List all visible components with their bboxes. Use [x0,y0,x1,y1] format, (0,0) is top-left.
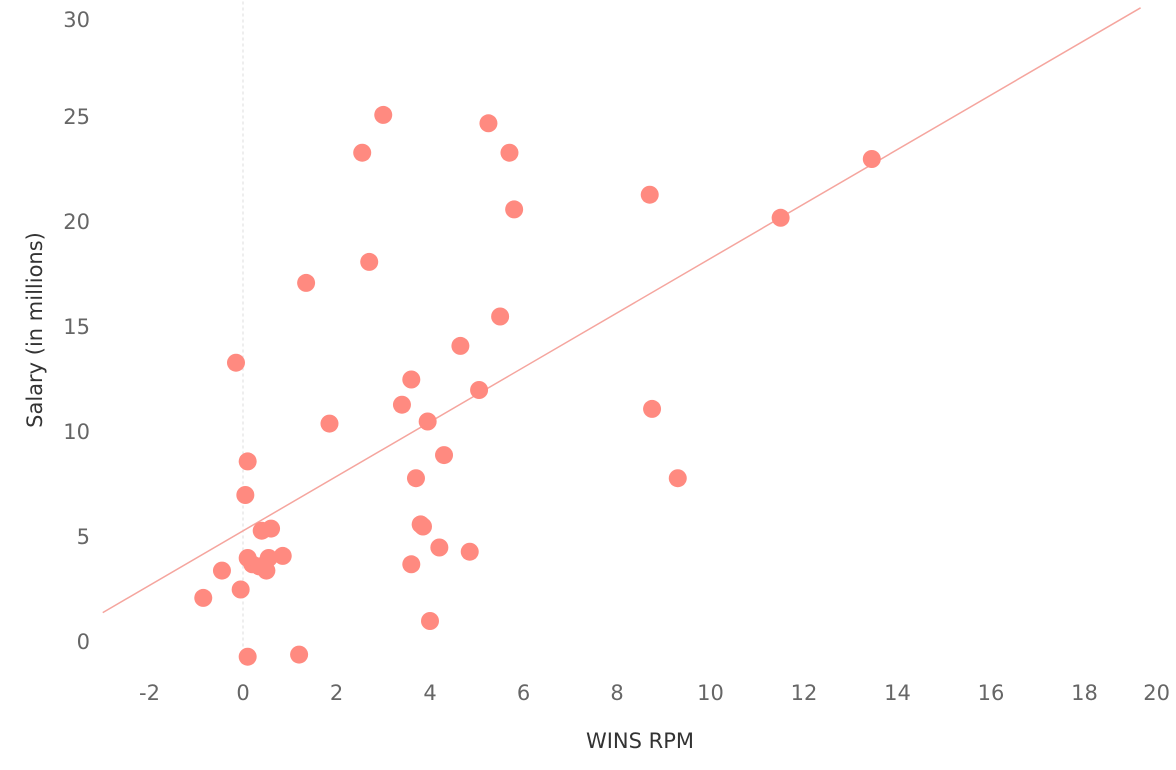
data-point [320,414,339,433]
data-point [257,561,276,580]
data-point [402,370,421,389]
data-point [430,538,449,557]
x-axis-title: WINS RPM [586,729,694,753]
x-tick-label: -2 [139,681,160,705]
y-tick-label: 10 [63,420,90,444]
x-tick-label: 12 [791,681,818,705]
data-point [640,185,659,204]
data-point [212,561,231,580]
data-point [360,252,379,271]
data-point [451,336,470,355]
data-point [435,446,454,465]
data-point [418,412,437,431]
y-tick-label: 30 [63,8,90,32]
data-point [402,555,421,574]
y-tick-label: 15 [63,315,90,339]
data-point [252,521,271,540]
x-tick-label: 4 [423,681,436,705]
data-point [421,612,439,630]
x-tick-label: 2 [330,681,343,705]
data-point [413,517,432,536]
data-point [406,469,425,488]
x-tick-label: 18 [1071,681,1098,705]
data-point [479,114,498,133]
data-point [226,353,245,372]
data-point [273,546,292,565]
data-point [392,395,411,414]
data-point [470,381,489,399]
y-axis-ticks: 0 5 10 15 20 25 30 [63,8,90,654]
y-tick-label: 5 [77,525,90,549]
y-tick-label: 20 [63,210,90,234]
x-axis-ticks: -2 0 2 4 6 8 10 12 14 16 18 20 [139,681,1170,705]
data-point [505,200,524,219]
data-point [238,452,257,471]
x-tick-label: 8 [610,681,623,705]
data-point [236,486,255,504]
data-point [194,588,213,607]
data-point [238,647,257,666]
data-point [231,580,250,599]
data-point [460,542,479,561]
x-tick-label: 0 [236,681,249,705]
x-tick-label: 16 [978,681,1005,705]
x-tick-label: 6 [517,681,530,705]
trend-line [102,7,1141,614]
data-points [194,105,881,666]
x-tick-label: 14 [884,681,911,705]
data-point [491,307,510,326]
data-point [374,105,393,124]
y-tick-label: 25 [63,105,90,129]
data-point [297,273,316,292]
data-point [668,469,687,488]
data-point [290,645,309,664]
data-point [771,208,790,227]
data-point [500,143,519,162]
data-point [643,399,662,418]
y-axis-title: Salary (in millions) [23,232,47,428]
data-point [353,143,372,162]
data-point [862,150,881,168]
y-tick-label: 0 [77,630,90,654]
x-tick-label: 10 [697,681,724,705]
x-tick-label: 20 [1143,681,1170,705]
